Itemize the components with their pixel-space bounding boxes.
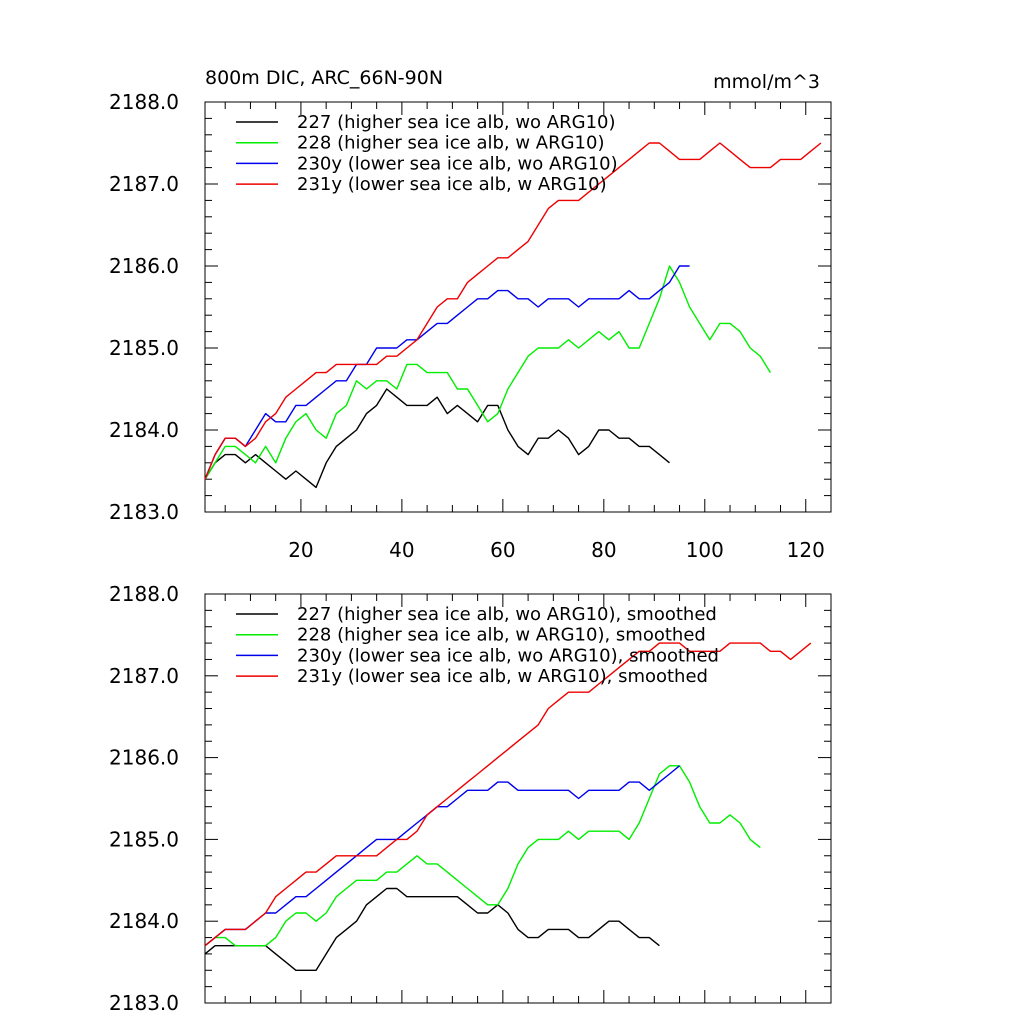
panel-2: 2183.0 2184.0 2185.0 2186.0 2187.0 2188.0 227 …	[109, 582, 832, 1015]
y-tick-label: 2184.0	[109, 418, 179, 442]
legend-label: 230y (lower sea ice alb, wo ARG10)	[297, 153, 618, 174]
y-tick-label: 2183.0	[109, 991, 179, 1015]
series-line-1	[204, 887, 660, 971]
legend-label: 230y (lower sea ice alb, wo ARG10), smoo…	[297, 645, 719, 666]
legend-label: 231y (lower sea ice alb, w ARG10)	[297, 174, 607, 195]
series-line-4	[204, 142, 822, 480]
chart-title: 800m DIC, ARC_66N-90N	[205, 67, 443, 89]
y-tick-label: 2188.0	[109, 90, 179, 114]
y-tick-label: 2187.0	[109, 664, 179, 688]
series-line-1	[204, 388, 670, 489]
legend-label: 228 (higher sea ice alb, w ARG10), smoot…	[297, 625, 706, 646]
x-tick-label: 120	[787, 538, 825, 562]
y-tick-label: 2183.0	[109, 500, 179, 524]
series-line-3	[204, 765, 680, 947]
plot-frame	[204, 593, 832, 1004]
y-tick-label: 2186.0	[109, 746, 179, 770]
series-line-4	[204, 642, 812, 947]
plot-frame	[204, 101, 832, 513]
legend-label: 228 (higher sea ice alb, w ARG10)	[297, 133, 604, 154]
x-tick-label: 40	[389, 538, 414, 562]
x-tick-label: 20	[288, 538, 313, 562]
units-label: mmol/m^3	[713, 71, 820, 93]
y-tick-label: 2184.0	[109, 909, 179, 933]
x-tick-label: 80	[591, 538, 616, 562]
y-tick-label: 2186.0	[109, 254, 179, 278]
series-line-3	[204, 265, 690, 480]
y-tick-label: 2185.0	[109, 336, 179, 360]
y-tick-label: 2185.0	[109, 827, 179, 851]
y-tick-label: 2187.0	[109, 172, 179, 196]
series-line-2	[204, 265, 771, 480]
x-tick-label: 60	[490, 538, 515, 562]
legend-label: 227 (higher sea ice alb, wo ARG10), smoo…	[297, 604, 717, 625]
x-tick-label: 100	[686, 538, 724, 562]
y-tick-label: 2188.0	[109, 582, 179, 606]
series-line-2	[204, 765, 761, 947]
panel-1: 2183.0 2184.0 2185.0 2186.0 2187.0 2188.0 20 40…	[109, 90, 832, 562]
legend-label: 227 (higher sea ice alb, wo ARG10)	[297, 112, 616, 133]
legend-label: 231y (lower sea ice alb, w ARG10), smoot…	[297, 666, 708, 687]
